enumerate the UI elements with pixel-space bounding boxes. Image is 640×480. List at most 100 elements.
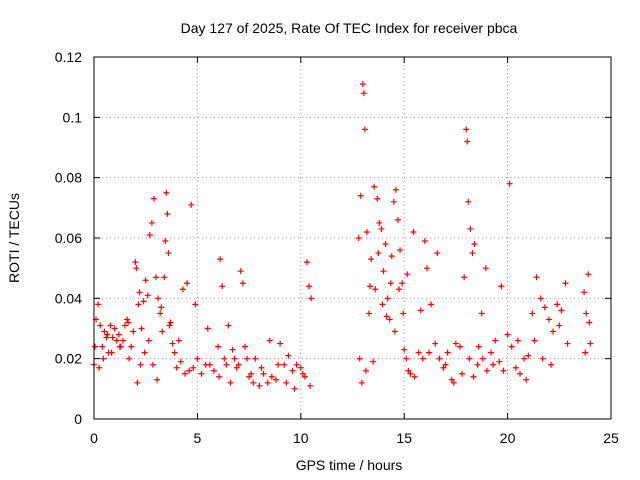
data-point bbox=[504, 331, 511, 338]
data-point bbox=[392, 186, 399, 193]
data-point bbox=[126, 355, 133, 362]
data-point bbox=[415, 349, 422, 356]
data-point bbox=[582, 349, 589, 356]
data-point bbox=[161, 274, 168, 281]
axis-ticks: 0 5 10 15 20 25 0 0.02 0.04 0.06 0.08 0.1 0.12 bbox=[55, 49, 619, 446]
data-point bbox=[400, 310, 407, 317]
data-point bbox=[388, 253, 395, 260]
data-point bbox=[154, 376, 161, 383]
data-point bbox=[396, 286, 403, 293]
data-point bbox=[517, 370, 524, 377]
data-point bbox=[514, 337, 521, 344]
data-point bbox=[99, 343, 106, 350]
data-point bbox=[417, 307, 424, 314]
data-point bbox=[374, 195, 381, 202]
data-point bbox=[97, 322, 104, 329]
data-point bbox=[227, 379, 234, 386]
data-point bbox=[171, 349, 178, 356]
data-point bbox=[470, 373, 477, 380]
data-point bbox=[466, 355, 473, 362]
data-point bbox=[162, 238, 169, 245]
data-point bbox=[198, 370, 205, 377]
data-point bbox=[459, 370, 466, 377]
data-point bbox=[149, 361, 156, 368]
data-point bbox=[181, 370, 188, 377]
data-point bbox=[361, 126, 368, 133]
data-point bbox=[366, 310, 373, 317]
data-point bbox=[215, 343, 222, 350]
data-point bbox=[113, 337, 120, 344]
y-tick-label: 0 bbox=[74, 411, 82, 427]
data-point bbox=[306, 283, 313, 290]
data-point bbox=[142, 277, 149, 284]
data-point bbox=[562, 280, 569, 287]
data-point bbox=[141, 349, 148, 356]
data-point bbox=[464, 138, 471, 145]
data-point bbox=[405, 367, 412, 374]
data-point bbox=[159, 328, 166, 335]
data-point bbox=[421, 238, 428, 245]
data-point bbox=[452, 340, 459, 347]
data-point bbox=[188, 201, 195, 208]
data-point bbox=[508, 343, 515, 350]
data-point bbox=[158, 304, 165, 311]
data-point bbox=[100, 355, 107, 362]
data-point bbox=[137, 361, 144, 368]
data-point bbox=[132, 259, 139, 266]
data-point bbox=[260, 370, 267, 377]
x-tick-label: 10 bbox=[293, 430, 309, 446]
data-point bbox=[145, 337, 152, 344]
data-point bbox=[237, 268, 244, 275]
data-point bbox=[124, 316, 131, 323]
data-point bbox=[356, 355, 363, 362]
data-point bbox=[256, 382, 263, 389]
x-axis-label: GPS time / hours bbox=[296, 457, 403, 473]
data-point bbox=[291, 385, 298, 392]
x-tick-label: 15 bbox=[396, 430, 412, 446]
data-point bbox=[140, 298, 147, 305]
data-point bbox=[531, 337, 538, 344]
data-point bbox=[167, 319, 174, 326]
data-point bbox=[169, 340, 176, 347]
data-point bbox=[376, 219, 383, 226]
data-point bbox=[410, 228, 417, 235]
data-point bbox=[133, 265, 140, 272]
data-point bbox=[239, 280, 246, 287]
data-point bbox=[382, 241, 389, 248]
data-point bbox=[482, 265, 489, 272]
data-point bbox=[244, 355, 251, 362]
data-point bbox=[378, 225, 385, 232]
data-point bbox=[461, 274, 468, 281]
x-tick-label: 20 bbox=[500, 430, 516, 446]
data-point bbox=[293, 361, 300, 368]
data-point bbox=[155, 295, 162, 302]
data-point bbox=[266, 337, 273, 344]
data-point bbox=[111, 325, 118, 332]
data-point bbox=[432, 340, 439, 347]
data-point bbox=[587, 340, 594, 347]
data-point bbox=[390, 198, 397, 205]
data-points bbox=[91, 81, 594, 392]
data-point bbox=[448, 376, 455, 383]
data-point bbox=[581, 289, 588, 296]
data-point bbox=[471, 241, 478, 248]
data-point bbox=[138, 325, 145, 332]
data-point bbox=[545, 316, 552, 323]
y-tick-label: 0.12 bbox=[55, 49, 82, 65]
data-point bbox=[177, 358, 184, 365]
data-point bbox=[190, 364, 197, 371]
data-point bbox=[134, 379, 141, 386]
data-point bbox=[529, 310, 536, 317]
data-point bbox=[457, 343, 464, 350]
data-point bbox=[479, 355, 486, 362]
data-point bbox=[258, 364, 265, 371]
data-point bbox=[357, 192, 364, 199]
data-point bbox=[184, 280, 191, 287]
data-point bbox=[475, 343, 482, 350]
data-point bbox=[371, 183, 378, 190]
data-point bbox=[130, 328, 137, 335]
data-point bbox=[372, 286, 379, 293]
data-point bbox=[492, 337, 499, 344]
data-point bbox=[419, 355, 426, 362]
